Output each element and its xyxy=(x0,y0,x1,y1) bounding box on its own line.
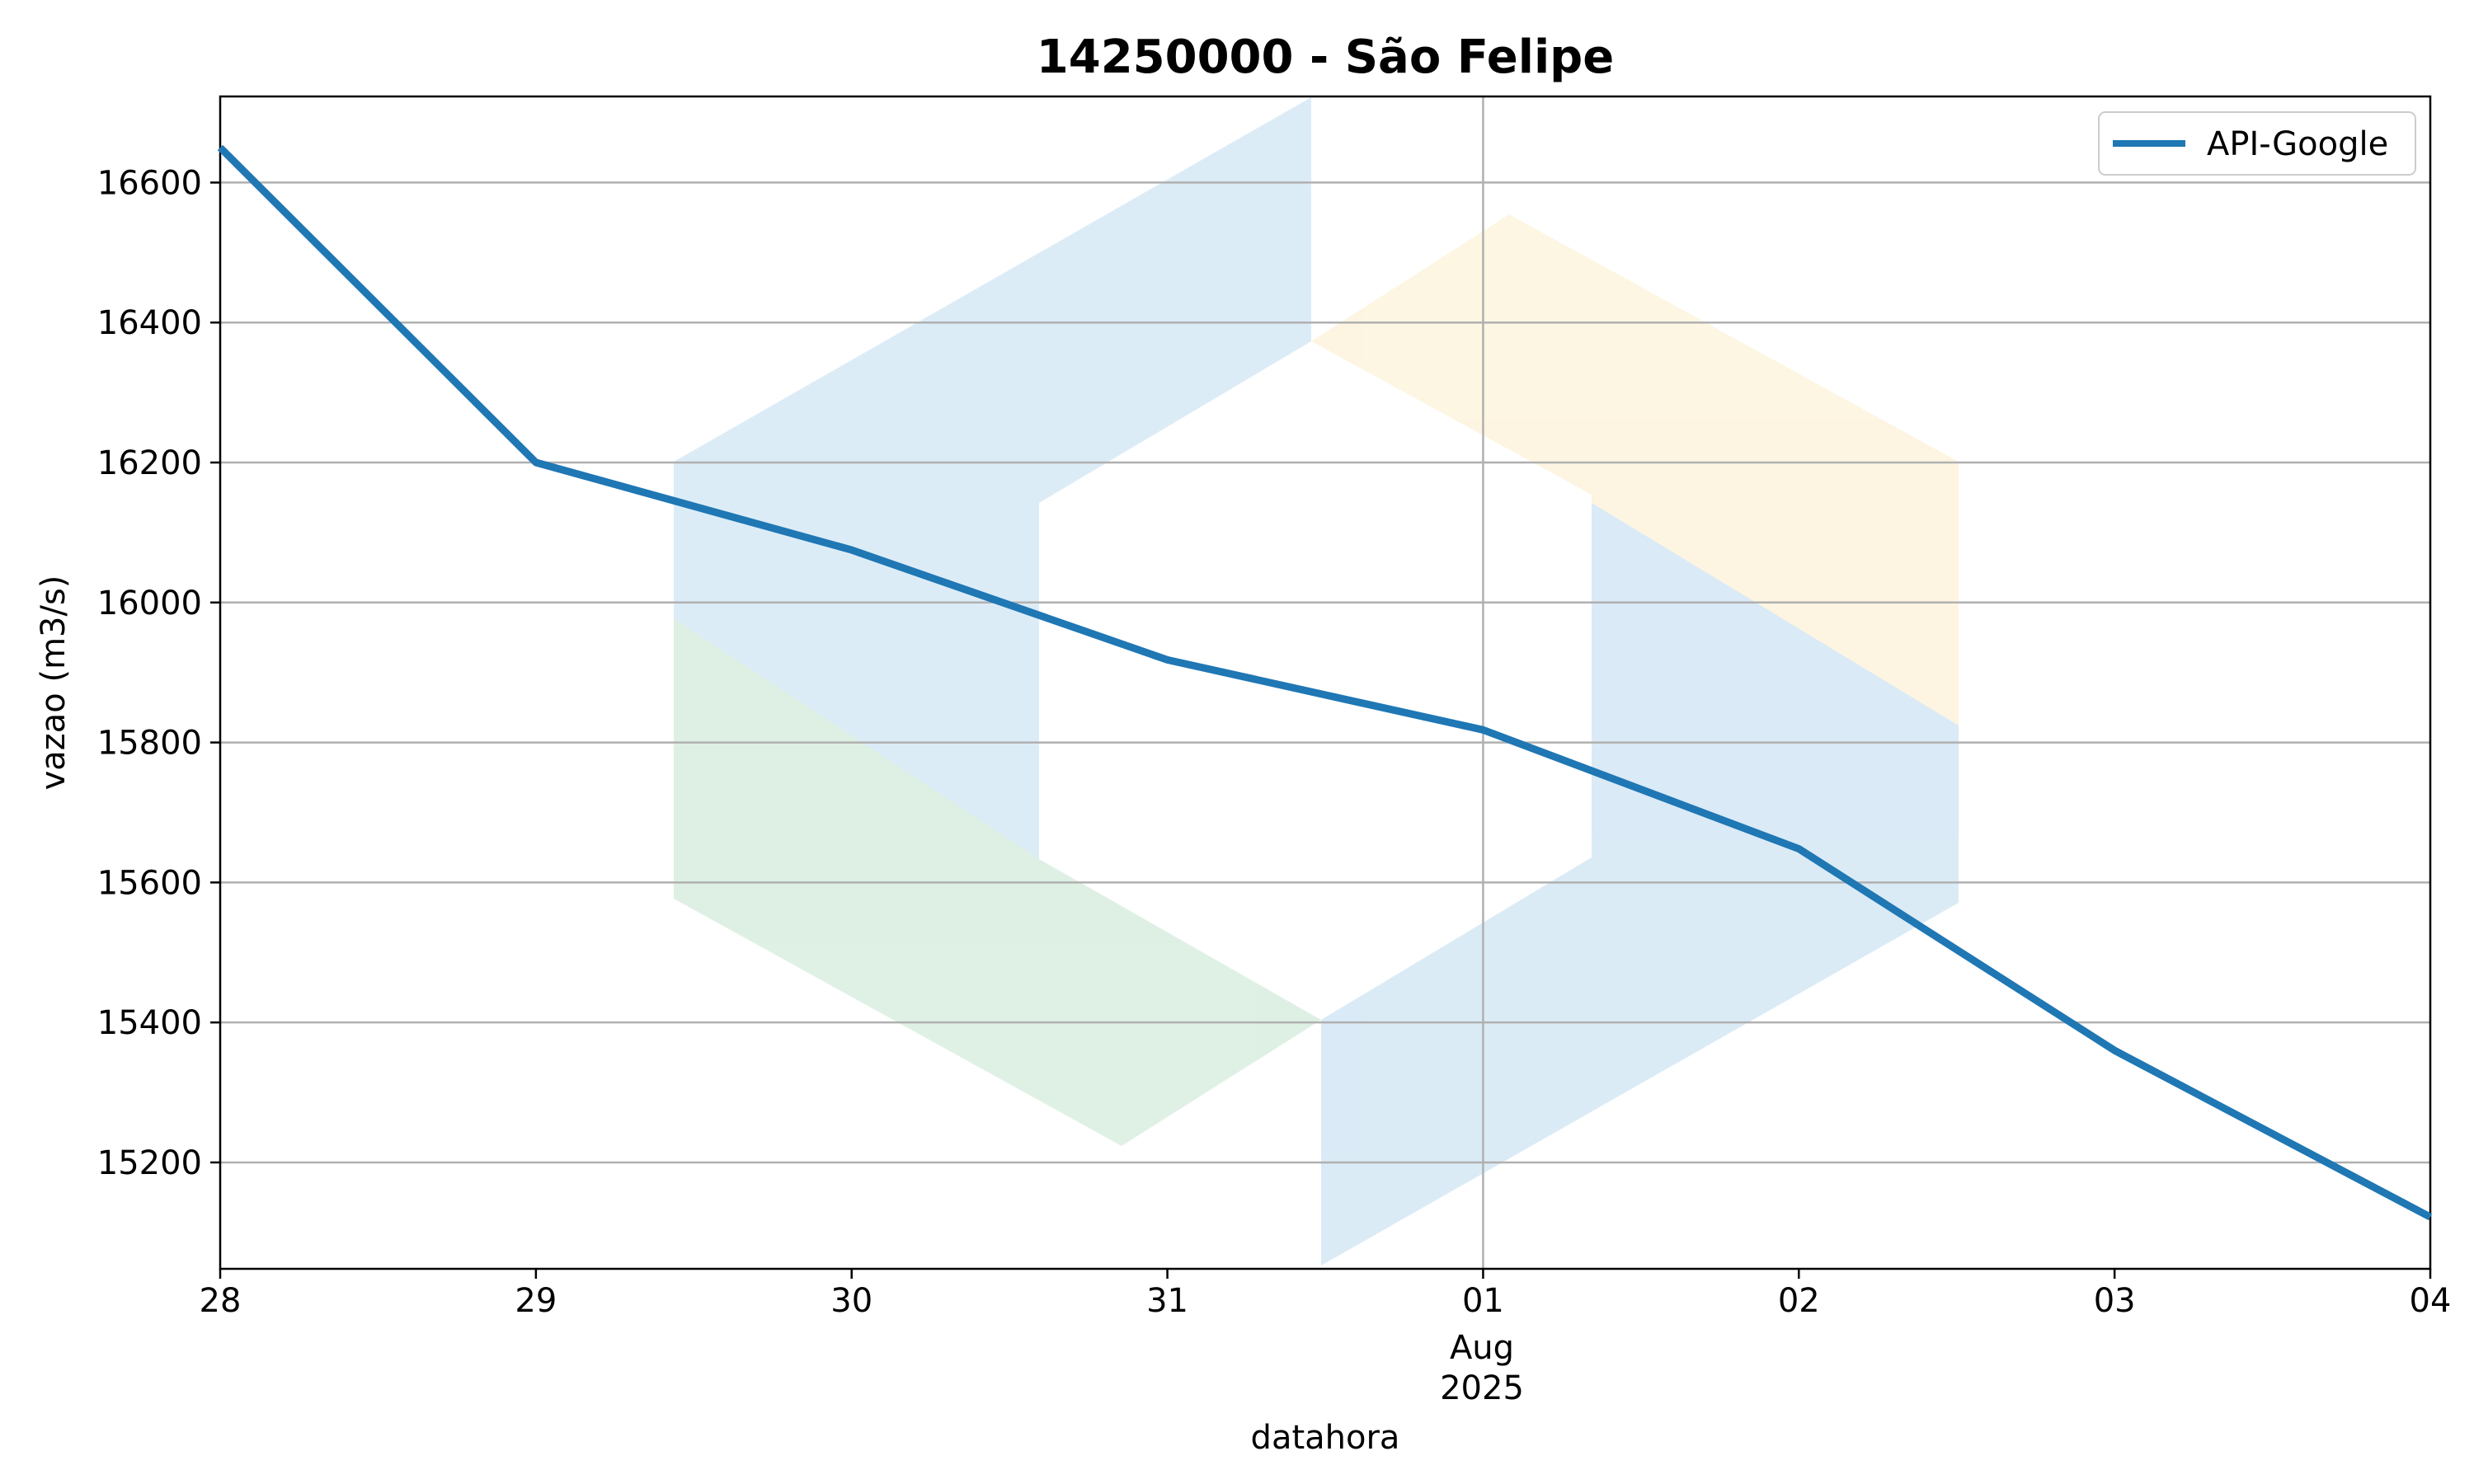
y-axis-label: vazao (m3/s) xyxy=(35,575,73,791)
series-line-api-google xyxy=(217,144,2433,1221)
x-tick-label: 02 xyxy=(1778,1282,1820,1320)
series-layer xyxy=(217,144,2433,1221)
watermark-shape-top-right xyxy=(1311,214,1959,750)
x-tick-label: 31 xyxy=(1146,1282,1188,1320)
x-tick-label: 30 xyxy=(830,1282,872,1320)
x-axis-label: datahora xyxy=(1251,1419,1400,1457)
watermark-shape-bottom-right xyxy=(1321,503,1959,1266)
y-tick-label: 15800 xyxy=(97,725,202,763)
x-tick-year-label: 2025 xyxy=(1440,1369,1524,1407)
x-tick-label: 04 xyxy=(2410,1282,2452,1320)
y-tick-label: 15400 xyxy=(97,1004,202,1042)
y-tick-label: 16400 xyxy=(97,304,202,342)
y-axis-ticks: 15200 15400 15600 15800 16000 16200 16400 16600 xyxy=(97,164,220,1182)
chart-title: 14250000 - São Felipe xyxy=(1037,31,1614,84)
legend-label-api-google: API-Google xyxy=(2207,125,2388,163)
legend-box xyxy=(2098,111,2416,176)
watermark-shape-top-left xyxy=(674,97,1311,859)
y-tick-label: 15600 xyxy=(97,864,202,902)
x-tick-label: 29 xyxy=(515,1282,557,1320)
grid-lines xyxy=(220,96,2430,1269)
x-tick-label: 03 xyxy=(2094,1282,2136,1320)
legend[interactable]: API-Google xyxy=(2098,111,2416,176)
x-tick-month-label: Aug xyxy=(1450,1329,1514,1367)
y-tick-label: 16000 xyxy=(97,585,202,622)
x-tick-label: 01 xyxy=(1462,1282,1504,1320)
watermark-logo xyxy=(674,97,1959,1266)
y-tick-label: 16200 xyxy=(97,444,202,482)
plot-area-frame xyxy=(219,95,2432,1270)
y-tick-label: 16600 xyxy=(97,164,202,202)
x-axis-ticks: 28 29 30 31 01 02 03 04 xyxy=(200,1269,2452,1320)
x-tick-label: 28 xyxy=(200,1282,242,1320)
y-tick-label: 15200 xyxy=(97,1144,202,1182)
